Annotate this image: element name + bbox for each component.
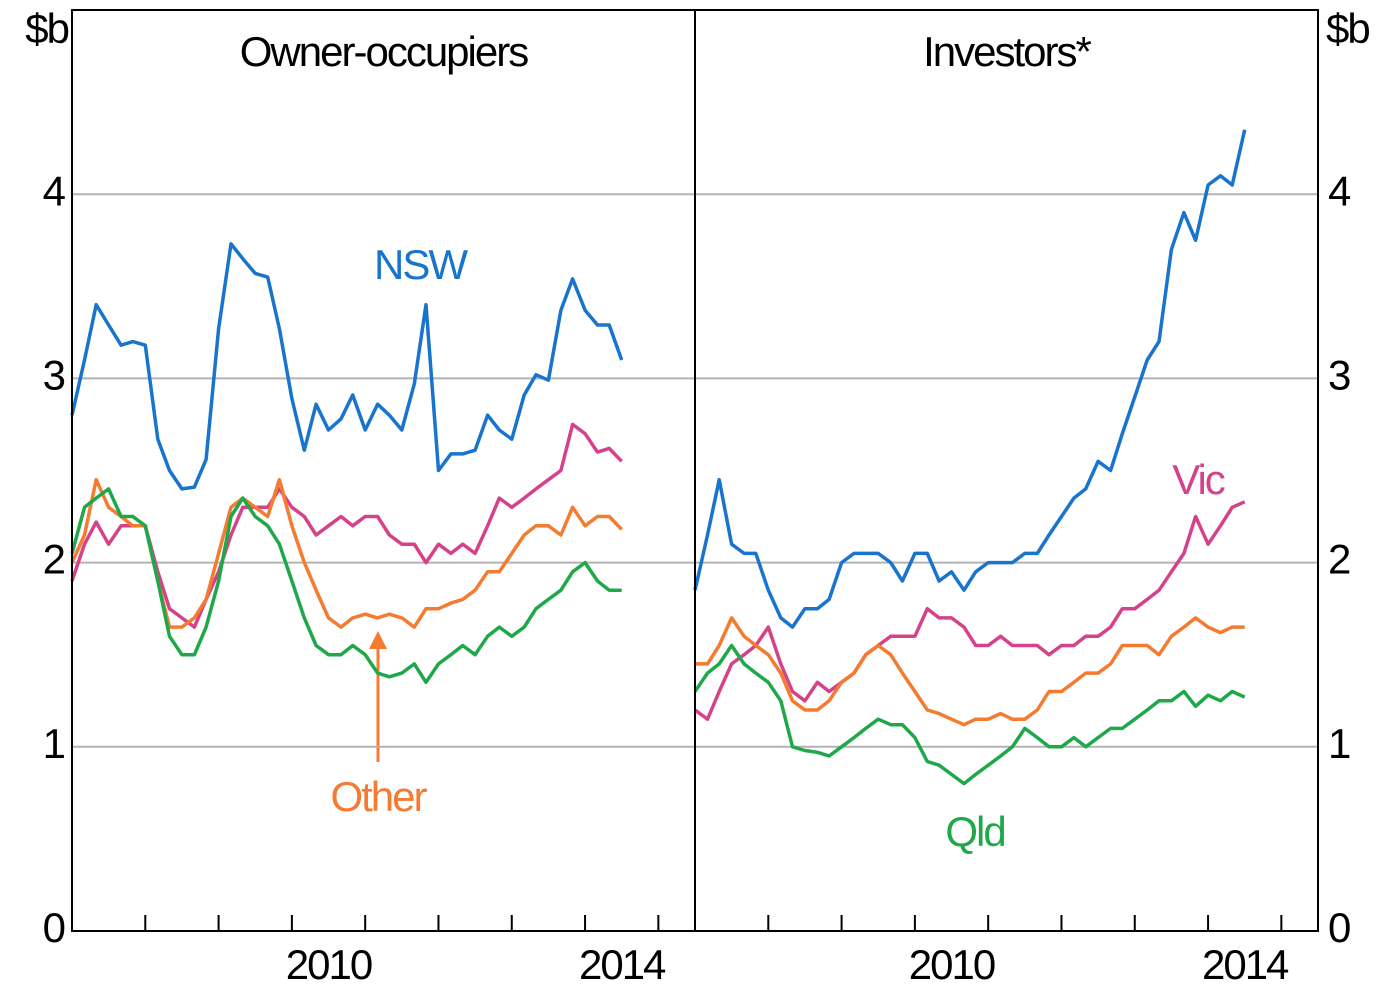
y-tick-label: 4 xyxy=(43,167,66,214)
panel-title: Investors* xyxy=(923,28,1091,75)
y-tick-label: 4 xyxy=(1328,167,1351,214)
series-label: Vic xyxy=(1172,456,1225,503)
panel-title: Owner-occupiers xyxy=(240,28,528,75)
data-line xyxy=(693,500,1246,721)
y-tick-label: 3 xyxy=(1328,351,1350,398)
y-tick-label: 3 xyxy=(43,351,65,398)
y-axis-unit: $b xyxy=(25,5,68,52)
data-line xyxy=(70,487,622,685)
y-tick-label: 0 xyxy=(43,904,65,951)
data-line xyxy=(70,242,624,491)
series-label: Other xyxy=(330,773,427,820)
x-tick-label: 2014 xyxy=(1202,941,1289,988)
y-tick-label: 1 xyxy=(1328,720,1350,767)
y-axis-unit: $b xyxy=(1326,5,1369,52)
data-line xyxy=(70,422,623,629)
x-tick-label: 2010 xyxy=(909,941,995,988)
x-tick-label: 2010 xyxy=(286,941,372,988)
data-line xyxy=(695,616,1245,727)
y-tick-label: 2 xyxy=(43,536,65,583)
series-label: NSW xyxy=(374,241,468,288)
y-tick-label: 1 xyxy=(43,720,65,767)
y-tick-label: 0 xyxy=(1328,904,1350,951)
data-line xyxy=(693,129,1247,629)
series-label: Qld xyxy=(945,808,1004,855)
y-tick-label: 2 xyxy=(1328,536,1350,583)
x-tick-label: 2014 xyxy=(579,941,666,988)
panel-frame xyxy=(694,9,1319,932)
data-line xyxy=(693,643,1246,786)
